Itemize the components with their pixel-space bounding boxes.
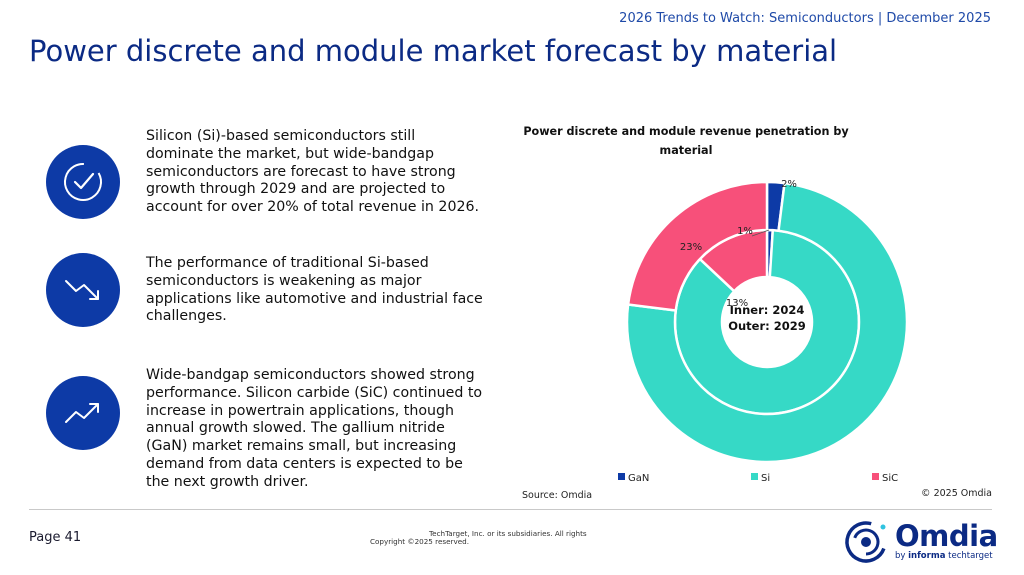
slice-label-outer-gan: 2% (781, 179, 797, 190)
donut-rings (625, 180, 909, 464)
chart-copyright: © 2025 Omdia (921, 488, 992, 499)
footer-divider (29, 509, 992, 510)
legal-line-1: TechTarget, Inc. or its subsidiaries. Al… (429, 529, 587, 538)
legend-label-sic: SiC (882, 473, 898, 484)
center-label-line-1: Inner: 2024 (730, 303, 805, 317)
bullet-text-1: Silicon (Si)-based semiconductors still … (146, 128, 480, 216)
legend-swatch-sic (872, 473, 879, 480)
slide-title: Power discrete and module market forecas… (29, 34, 838, 68)
donut-slice-outer-si (625, 181, 909, 464)
logo-wordmark: Omdia (895, 519, 998, 553)
gan-inner-leader-line (751, 229, 770, 237)
legend-swatch-si (751, 473, 758, 480)
slice-labels: 1%86%13%2%75%23% (680, 179, 797, 309)
legend-label-si: Si (761, 473, 770, 484)
center-label-line-2: Outer: 2029 (728, 319, 806, 333)
omdia-logo-mark (845, 521, 887, 563)
slice-label-inner-gan: 1% (737, 226, 753, 237)
logo-subtitle: by informa techtarget (895, 551, 993, 561)
checkmark-icon (46, 145, 120, 219)
slice-label-outer-sic: 23% (680, 242, 702, 253)
page-number: Page 41 (29, 530, 82, 545)
revenue-penetration-chart: Power discrete and module revenue penetr… (523, 125, 909, 484)
report-label: 2026 Trends to Watch: Semiconductors | D… (619, 11, 991, 26)
logo-sub-suffix: techtarget (945, 551, 993, 561)
legal-line-2: Copyright ©2025 reserved. (370, 537, 470, 546)
chart-source: Source: Omdia (522, 490, 593, 501)
trend-down-icon (46, 253, 120, 327)
donut-slice-outer-sic (626, 180, 769, 312)
bullet-text-2: The performance of traditional Si-based … (146, 255, 483, 325)
legend-label-gan: GaN (628, 473, 649, 484)
chart-title-line-1: Power discrete and module revenue penetr… (523, 125, 849, 138)
slice-label-inner-sic: 13% (726, 298, 748, 309)
legend-swatch-gan (618, 473, 625, 480)
chart-legend: GaN Si SiC (618, 473, 898, 484)
logo-sub-prefix: by (895, 551, 909, 561)
trend-up-icon (46, 376, 120, 450)
omdia-logo: Omdia by informa techtarget (843, 518, 998, 566)
bullet-text-3: Wide-bandgap semiconductors showed stron… (146, 367, 483, 490)
logo-sub-brand: informa (908, 551, 946, 561)
chart-title-line-2: material (660, 144, 713, 157)
